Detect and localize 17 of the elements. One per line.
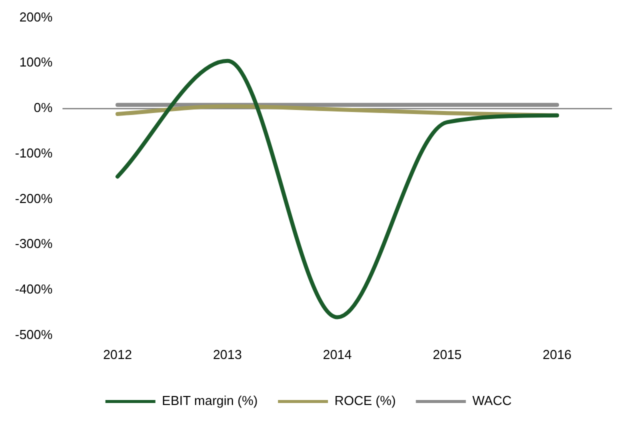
x-tick-label: 2015 [432, 346, 462, 362]
y-tick-label: -200% [15, 190, 54, 206]
y-tick-label: 200% [19, 9, 54, 24]
x-tick-label: 2016 [542, 346, 572, 362]
y-tick-label: -500% [15, 326, 54, 342]
legend-label: EBIT margin (%) [162, 393, 258, 408]
x-tick-label: 2014 [322, 346, 352, 362]
y-tick-label: -400% [15, 282, 54, 297]
line-series [116, 58, 560, 320]
x-tick-label: 2012 [103, 346, 132, 362]
y-tick-label: 100% [19, 54, 54, 70]
legend-label: WACC [472, 393, 512, 408]
legend-label: ROCE (%) [334, 393, 396, 408]
y-tick-label: -300% [15, 236, 54, 252]
x-tick-label: 2013 [212, 346, 242, 362]
y-tick-label: 0% [34, 100, 54, 116]
y-tick-label: -100% [15, 145, 54, 160]
